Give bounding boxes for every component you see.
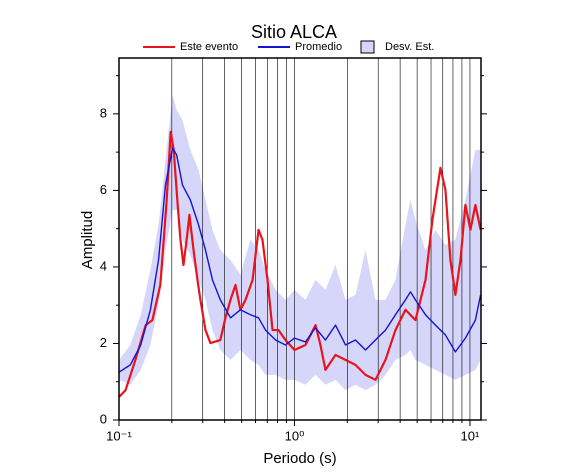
x-axis-label: Periodo (s): [263, 450, 336, 467]
plot-frame: [118, 57, 482, 421]
legend-label: Este evento: [180, 41, 238, 53]
y-tick-label: 4: [100, 258, 107, 273]
chart-title: Sitio ALCA: [251, 22, 337, 42]
y-tick-label: 2: [100, 335, 107, 350]
y-axis-label: Amplitud: [79, 211, 96, 269]
legend-swatch: [360, 40, 375, 54]
data-line: [118, 130, 482, 398]
legend-label: Promedio: [295, 41, 342, 53]
y-tick-label: 6: [100, 182, 107, 197]
legend-label: Desv. Est.: [385, 41, 434, 53]
y-tick-label: 8: [100, 105, 107, 120]
data-line: [118, 147, 482, 373]
y-tick-label: 0: [100, 411, 107, 426]
std-band: [119, 94, 481, 391]
x-tick-label: 10⁻¹: [106, 428, 132, 443]
x-tick-label: 10¹: [461, 428, 480, 443]
x-tick-label: 10⁰: [285, 428, 305, 443]
